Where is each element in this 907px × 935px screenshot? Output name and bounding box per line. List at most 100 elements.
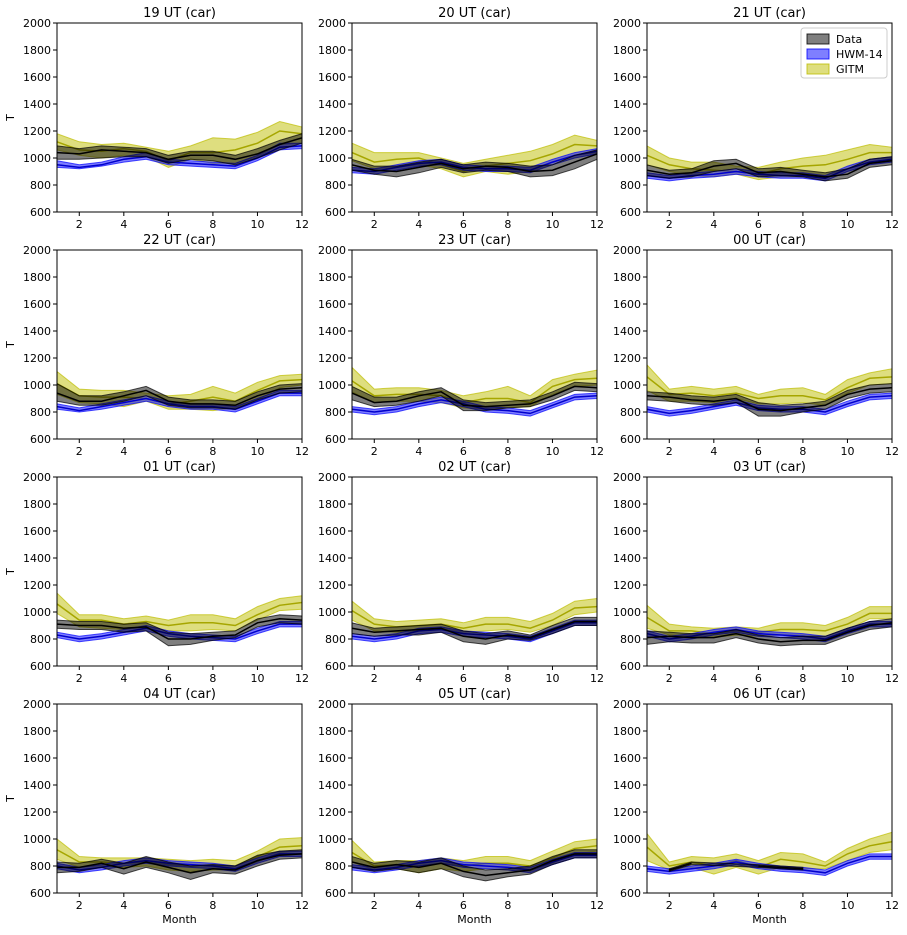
y-tick-label: 2000 <box>23 471 51 484</box>
x-tick-label: 2 <box>371 672 378 685</box>
axes-frame <box>351 703 598 894</box>
x-tick-label: 10 <box>840 445 854 458</box>
x-tick-label: 8 <box>504 672 511 685</box>
x-tick-label: 2 <box>666 672 673 685</box>
data-mean-line <box>352 853 597 877</box>
x-tick-label: 2 <box>76 672 83 685</box>
x-tick-label: 6 <box>755 899 762 912</box>
x-tick-label: 6 <box>460 899 467 912</box>
x-tick-label: 10 <box>840 899 854 912</box>
data-band <box>352 616 597 645</box>
y-tick-label: 1600 <box>318 525 346 538</box>
legend-label-data: Data <box>836 33 862 46</box>
x-tick-label: 6 <box>755 672 762 685</box>
axes-frame <box>56 703 303 894</box>
x-tick-label: 2 <box>371 218 378 231</box>
y-tick-label: 2000 <box>318 471 346 484</box>
x-tick-label: 12 <box>295 445 309 458</box>
x-tick-label: 10 <box>250 445 264 458</box>
x-tick-label: 4 <box>120 672 127 685</box>
plot-area <box>352 134 597 178</box>
x-tick-label: 2 <box>666 218 673 231</box>
y-tick-label: 2000 <box>23 244 51 257</box>
x-tick-label: 12 <box>885 899 899 912</box>
y-tick-label: 1000 <box>23 833 51 846</box>
subplot-title: 21 UT (car) <box>733 6 806 21</box>
y-tick-label: 1600 <box>318 752 346 765</box>
y-tick-label: 2000 <box>613 244 641 257</box>
y-tick-label: 1200 <box>318 579 346 592</box>
x-tick-label: 12 <box>885 672 899 685</box>
y-tick-label: 1000 <box>23 152 51 165</box>
x-tick-label: 12 <box>295 218 309 231</box>
y-tick-label: 1800 <box>613 498 641 511</box>
y-axis-label: T <box>4 341 17 349</box>
data-mean-line <box>352 620 597 640</box>
y-tick-label: 800 <box>620 633 641 646</box>
x-tick-label: 4 <box>710 899 717 912</box>
y-tick-label: 1000 <box>613 152 641 165</box>
y-tick-label: 1600 <box>613 525 641 538</box>
y-tick-label: 1200 <box>318 352 346 365</box>
axes-frame <box>56 249 303 440</box>
y-tick-label: 1000 <box>613 606 641 619</box>
legend-swatch-gitm <box>806 63 830 75</box>
y-tick-label: 1200 <box>318 125 346 138</box>
y-tick-label: 1000 <box>23 606 51 619</box>
y-tick-label: 1800 <box>23 725 51 738</box>
data-mean-line <box>57 853 302 874</box>
y-tick-label: 600 <box>30 206 51 219</box>
y-tick-label: 800 <box>325 179 346 192</box>
y-tick-label: 600 <box>30 660 51 673</box>
y-tick-label: 600 <box>30 887 51 900</box>
x-tick-label: 10 <box>545 445 559 458</box>
x-tick-label: 6 <box>165 672 172 685</box>
x-tick-label: 6 <box>165 445 172 458</box>
y-tick-label: 800 <box>30 633 51 646</box>
x-tick-label: 4 <box>120 899 127 912</box>
x-tick-label: 4 <box>710 672 717 685</box>
x-tick-label: 6 <box>755 218 762 231</box>
y-tick-label: 800 <box>620 406 641 419</box>
y-axis-label: T <box>4 568 17 576</box>
y-tick-label: 600 <box>620 206 641 219</box>
x-tick-label: 8 <box>799 445 806 458</box>
y-tick-label: 2000 <box>318 244 346 257</box>
y-tick-label: 800 <box>620 179 641 192</box>
x-tick-label: 4 <box>120 218 127 231</box>
subplot-title: 00 UT (car) <box>733 233 806 248</box>
y-tick-label: 1800 <box>318 271 346 284</box>
subplot-title: 20 UT (car) <box>438 6 511 21</box>
x-tick-label: 8 <box>799 672 806 685</box>
x-tick-label: 4 <box>710 445 717 458</box>
x-tick-label: 6 <box>460 445 467 458</box>
y-tick-label: 1800 <box>23 271 51 284</box>
y-tick-label: 1400 <box>613 552 641 565</box>
subplot-3: 600 800 1000 1200 1400 1600 1800 2000 2 4 6 8 10 12 21… <box>613 6 899 231</box>
x-tick-label: 6 <box>165 218 172 231</box>
x-tick-label: 6 <box>460 672 467 685</box>
y-tick-label: 600 <box>325 660 346 673</box>
x-axis-label: Month <box>162 913 197 926</box>
y-tick-label: 1800 <box>23 44 51 57</box>
x-tick-label: 10 <box>250 218 264 231</box>
y-tick-label: 800 <box>325 406 346 419</box>
x-tick-label: 8 <box>504 899 511 912</box>
data-band <box>57 133 302 166</box>
y-tick-label: 1400 <box>23 325 51 338</box>
x-tick-label: 10 <box>250 672 264 685</box>
y-tick-label: 1800 <box>318 498 346 511</box>
y-tick-label: 1600 <box>613 71 641 84</box>
subplot-title: 04 UT (car) <box>143 687 216 702</box>
x-tick-label: 12 <box>885 218 899 231</box>
subplot-title: 19 UT (car) <box>143 6 216 21</box>
y-tick-label: 1200 <box>23 579 51 592</box>
y-tick-label: 1600 <box>23 298 51 311</box>
axes-frame <box>646 703 893 894</box>
y-tick-label: 2000 <box>23 698 51 711</box>
data-mean-line <box>57 137 302 161</box>
x-tick-label: 2 <box>76 218 83 231</box>
y-tick-label: 1200 <box>318 806 346 819</box>
x-tick-label: 4 <box>415 445 422 458</box>
y-tick-label: 1400 <box>613 98 641 111</box>
